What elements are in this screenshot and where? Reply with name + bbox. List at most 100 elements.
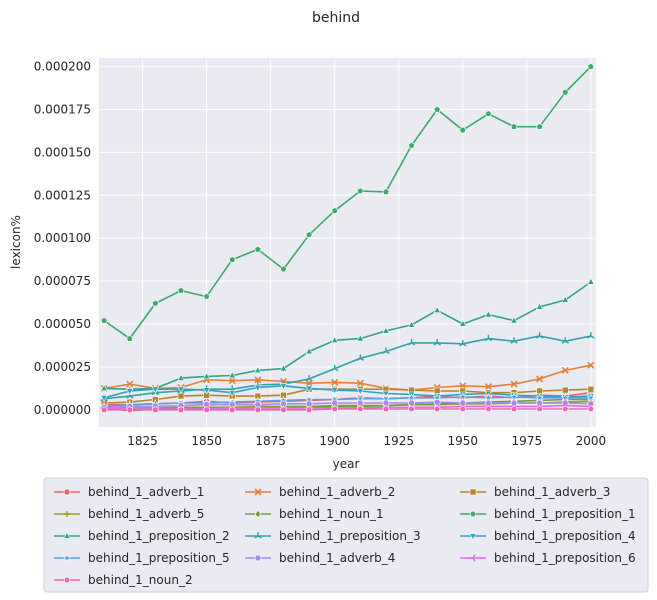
data-point (510, 405, 518, 412)
data-point (459, 339, 467, 347)
data-point (458, 392, 468, 401)
y-tick-label: 0.000175 (34, 102, 91, 116)
legend-label: behind_1_adverb_2 (279, 485, 395, 499)
y-tick-label: 0.000075 (34, 274, 91, 288)
data-point (228, 371, 237, 379)
data-point (535, 393, 545, 402)
data-point (331, 399, 339, 407)
data-point (254, 509, 262, 519)
legend-item: behind_1_adverb_3 (460, 485, 610, 499)
x-tick-label: 2000 (576, 434, 607, 448)
data-point (536, 387, 543, 395)
y-tick-label: 0.000050 (34, 317, 91, 331)
data-point (64, 511, 70, 517)
data-point (330, 387, 339, 395)
data-point (177, 406, 185, 413)
data-point (484, 310, 493, 318)
data-point (587, 62, 595, 70)
y-tick-label: 0.000125 (34, 188, 91, 202)
series-line (103, 66, 592, 340)
data-point (254, 406, 262, 413)
data-point (254, 245, 262, 253)
legend-item: behind_1_preposition_6 (460, 551, 636, 565)
y-axis-ticks: 0.000000 0.000025 0.000050 0.000075 0.000100… (34, 60, 91, 417)
legend-item: behind_1_adverb_4 (245, 551, 395, 565)
data-point (202, 387, 211, 395)
data-point (279, 265, 287, 273)
data-point (382, 347, 390, 355)
data-point (510, 337, 518, 344)
data-point (177, 392, 185, 400)
gridlines (99, 58, 596, 427)
data-point (535, 302, 544, 310)
data-point (484, 399, 493, 407)
series-layer (99, 62, 596, 415)
data-point (203, 292, 211, 300)
data-point (587, 405, 595, 412)
data-point (536, 123, 544, 130)
legend-label: behind_1_noun_2 (88, 573, 193, 587)
data-point (100, 316, 108, 324)
data-point (561, 405, 569, 412)
data-point (587, 332, 595, 339)
data-point (126, 380, 134, 388)
data-point (279, 383, 288, 391)
legend-item: behind_1_adverb_1 (54, 485, 204, 499)
data-point (305, 385, 313, 393)
data-point (331, 378, 339, 386)
data-point (586, 393, 596, 402)
data-point (177, 286, 185, 294)
data-point (151, 386, 160, 394)
y-tick-label: 0.000200 (34, 60, 91, 74)
data-point (484, 383, 492, 391)
data-point (382, 399, 390, 407)
data-point (356, 187, 364, 194)
series-line (103, 364, 592, 391)
legend-label: behind_1_noun_1 (279, 507, 384, 521)
data-point (228, 256, 236, 263)
x-tick-label: 1950 (448, 434, 479, 448)
series-line (104, 408, 591, 411)
data-point (459, 126, 467, 134)
legend-label: behind_1_adverb_5 (88, 507, 204, 521)
data-point (254, 554, 262, 562)
legend: behind_1_adverb_1 behind_1_adverb_2 behind… (43, 477, 649, 593)
y-axis-label: lexicon% (9, 215, 23, 269)
data-point (305, 379, 313, 387)
x-tick-label: 1875 (255, 434, 286, 448)
data-point (382, 188, 390, 195)
legend-label: behind_1_preposition_6 (494, 551, 636, 565)
data-point (356, 334, 365, 342)
series-line (103, 385, 591, 399)
data-point (254, 376, 262, 384)
data-point (458, 319, 467, 327)
data-point (63, 488, 71, 496)
x-axis-ticks: 1825 1850 1875 1900 1925 1950 1975 2000 (127, 434, 606, 448)
x-tick-label: 1900 (319, 434, 350, 448)
data-point (587, 361, 595, 369)
data-point (407, 399, 416, 407)
data-point (126, 334, 134, 342)
legend-label: behind_1_adverb_1 (88, 485, 204, 499)
data-point (408, 141, 416, 149)
data-point (228, 389, 237, 397)
data-point (331, 405, 339, 412)
data-point (330, 364, 339, 372)
data-point (100, 395, 108, 403)
data-point (100, 406, 108, 413)
chart-title: behind (312, 10, 360, 26)
legend-label: behind_1_preposition_1 (494, 507, 636, 521)
y-tick-label: 0.000100 (34, 231, 91, 245)
data-point (561, 88, 569, 96)
legend-item: behind_1_adverb_5 (54, 507, 204, 521)
data-point (433, 105, 441, 113)
data-point (228, 377, 236, 385)
data-point (560, 393, 570, 402)
data-point (536, 375, 544, 383)
legend-item: behind_1_noun_2 (54, 573, 193, 587)
data-point (433, 339, 441, 346)
legend-label: behind_1_adverb_4 (279, 551, 395, 565)
data-point (469, 510, 477, 518)
legend-item: behind_1_preposition_1 (460, 507, 636, 521)
y-tick-label: 0.000025 (34, 360, 91, 374)
